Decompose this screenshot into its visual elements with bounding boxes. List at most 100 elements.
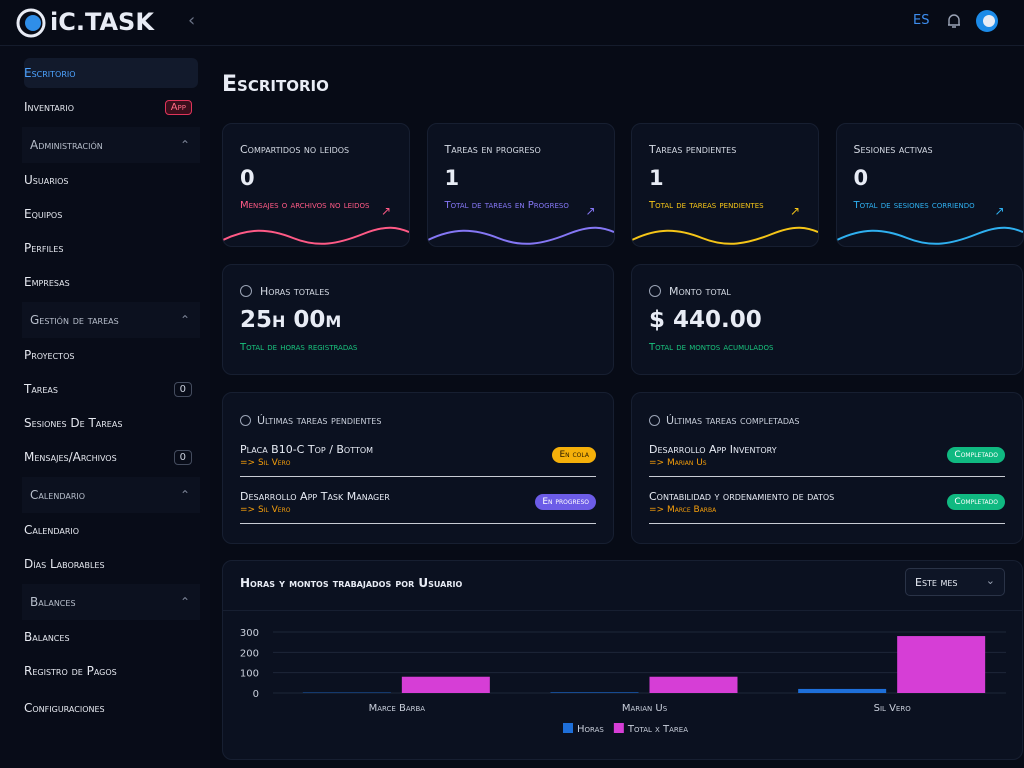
trend-icon: ↗ [994,204,1005,218]
task-card: Últimas tareas completadas Desarrollo App… [631,392,1023,544]
nav-label: Equipos [24,207,63,221]
nav-item[interactable]: Escritorio [24,58,198,88]
divider [649,476,1005,477]
task-assignee: => Sil Vero [240,458,291,468]
task-icon [649,415,660,426]
y-tick-label: 0 [253,689,259,700]
trend-icon: ↗ [380,204,391,218]
chart-title: Horas y montos trabajados por Usuario [240,576,463,590]
stat-card: Tareas en progreso 1 Total de tareas en Pr… [426,123,615,247]
trend-icon: ↗ [789,204,800,218]
header: iC.TASK ‹ ES [0,0,1024,46]
nav-label: Perfiles [24,241,64,255]
nav-section[interactable]: Gestión de tareas ⌃ [22,302,200,338]
status-pill: En progreso [535,494,596,510]
stat-value: 0 [853,166,869,190]
task-card-title: Últimas tareas pendientes [257,414,382,427]
task-name: Contabilidad y ordenamiento de datos [649,490,835,503]
nav-item[interactable]: Equipos [24,199,198,229]
legend-label: Total x Tarea [627,724,688,735]
nav-label: Tareas [24,382,58,396]
nav-item[interactable]: Proyectos [24,340,198,370]
y-tick-label: 300 [240,628,259,639]
nav-label: Balances [24,630,70,644]
summary-card: Horas totales 25h 00m Total de horas regis… [222,264,614,375]
y-tick-label: 100 [240,669,259,680]
chevron: ⌃ [179,138,190,152]
nav-section[interactable]: Administración ⌃ [22,127,200,163]
summary-title: Horas totales [260,285,330,298]
nav-section-title: Calendario [30,488,86,502]
legend-swatch [613,723,624,733]
nav-item[interactable]: Empresas [24,267,198,297]
page-title: Escritorio [222,72,329,97]
nav-label: Registro de Pagos [24,664,117,678]
summary-icon [649,285,661,297]
task-name: Placa B10-C Top / Bottom [240,443,374,456]
nav-item[interactable]: Registro de Pagos [24,656,198,686]
nav-item[interactable]: Inventario App [24,92,198,122]
legend-label: Horas [577,724,604,735]
nav-item[interactable]: Calendario [24,515,198,545]
wave-line [223,226,409,245]
chevron: ⌃ [179,595,190,609]
nav-label: Sesiones De Tareas [24,416,123,430]
summary-icon [240,285,252,297]
period-select-label: Este mes [915,576,958,589]
nav-item[interactable]: Configuraciones [24,693,198,723]
divider [240,523,596,524]
period-select[interactable]: Este mes ⌄ [905,568,1005,596]
stat-value: 1 [649,166,664,190]
y-tick-label: 200 [240,648,259,659]
task-icon [240,415,251,426]
chevron: ⌃ [179,313,190,327]
nav-section-title: Administración [30,138,103,152]
stat-subtitle: Mensajes o archivos no leidos [240,200,370,211]
bar [649,676,738,693]
status-pill: Completado [947,447,1005,463]
x-tick-label: Sil Vero [874,703,912,714]
nav-label: Proyectos [24,348,75,362]
nav-item[interactable]: Sesiones De Tareas [24,408,198,438]
task-card: Últimas tareas pendientes Placa B10-C Top… [222,392,614,544]
task-card-title: Últimas tareas completadas [666,414,800,427]
chart-card: Horas y montos trabajados por Usuario Est… [222,560,1023,760]
avatar[interactable] [975,9,999,33]
nav-item[interactable]: Balances [24,622,198,652]
nav-item[interactable]: Perfiles [24,233,198,263]
wave [632,226,818,245]
stat-card: Tareas pendientes 1 Total de tareas pendie… [631,123,819,247]
task-name: Desarrollo App Task Manager [240,490,390,503]
chart: 0 100 200 300 Marce Barba Marian Us Sil Vero Ho… [240,628,1006,735]
stat-subtitle: Total de sesiones corriendo [853,200,975,211]
wave-line [632,226,818,245]
bar [897,636,986,693]
summary-subtitle: Total de montos acumulados [649,342,774,353]
stat-value: 1 [444,166,460,190]
nav-item[interactable]: Usuarios [24,165,198,195]
task-assignee: => Marce Barba [649,505,717,515]
bell-icon[interactable] [946,12,962,30]
nav-item[interactable]: Mensajes/Archivos 0 [24,442,198,472]
trend-icon: ↗ [585,204,596,218]
stat-value: 0 [240,166,255,190]
wave [223,226,409,245]
nav-section[interactable]: Balances ⌃ [22,584,200,620]
nav-section[interactable]: Calendario ⌃ [22,477,200,513]
language[interactable]: ES [913,13,930,28]
nav-badge: 0 [173,449,192,465]
nav-item[interactable]: Tareas 0 [24,374,198,404]
chart-divider [223,610,1022,611]
stat-card: Sesiones activas 0 Total de sesiones corri… [835,123,1024,247]
sidebar: Escritorio Inventario App Administración ⌃ Us… [0,46,210,768]
legend-swatch [563,723,573,733]
summary-subtitle: Total de horas registradas [240,342,358,353]
summary-card: Monto total $ 440.00 Total de montos acumu… [631,264,1023,375]
nav-label: Mensajes/Archivos [24,450,117,464]
nav-label: Empresas [24,275,70,289]
nav-badge: 0 [173,381,192,397]
collapse-button[interactable]: ‹ [188,10,196,31]
nav-item[interactable]: Días Laborables [24,549,198,579]
summary-value: 25h 00m [240,307,342,333]
stat-title: Sesiones activas [853,143,933,156]
